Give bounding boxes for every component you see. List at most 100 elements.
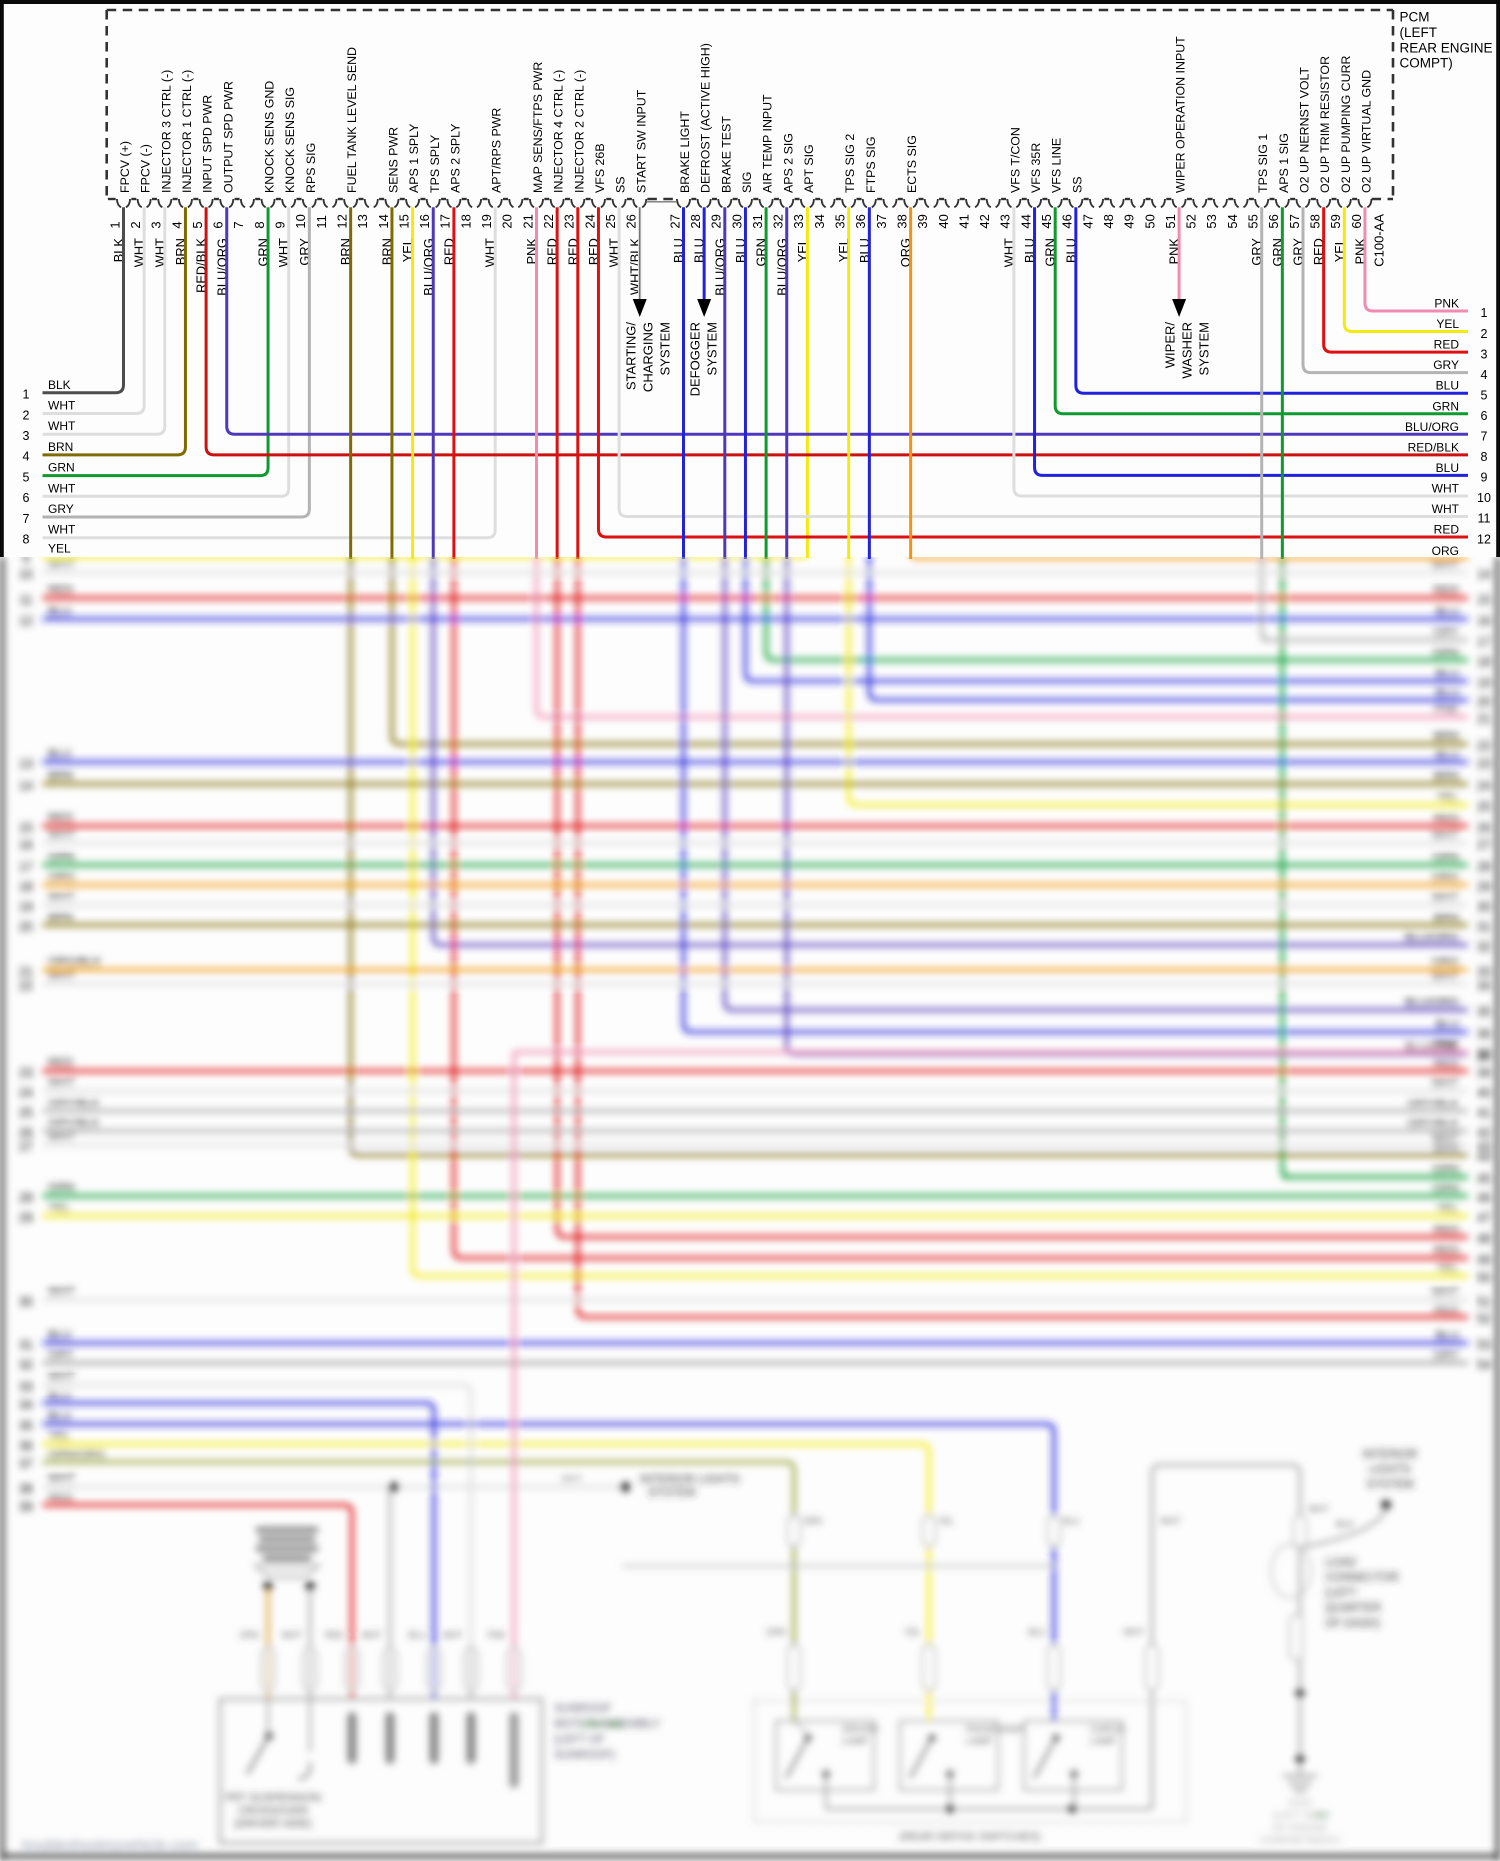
- svg-text:ORG: ORG: [1432, 871, 1459, 885]
- svg-text:12: 12: [19, 614, 33, 628]
- svg-text:15: 15: [19, 821, 33, 835]
- svg-text:AIR TEMP INPUT: AIR TEMP INPUT: [761, 94, 775, 193]
- svg-text:17: 17: [1477, 635, 1491, 649]
- svg-text:4: 4: [169, 221, 184, 228]
- svg-text:GRY: GRY: [1433, 1349, 1459, 1363]
- svg-text:BLU/ORG: BLU/ORG: [1405, 420, 1459, 434]
- svg-text:troubleshootmyvehicle.com: troubleshootmyvehicle.com: [22, 1838, 198, 1854]
- svg-text:(LEFT OF: (LEFT OF: [554, 1734, 605, 1746]
- svg-text:29: 29: [1477, 880, 1491, 894]
- svg-text:WHT: WHT: [1432, 970, 1460, 984]
- svg-text:32: 32: [19, 1358, 33, 1372]
- svg-text:32: 32: [771, 214, 786, 228]
- svg-text:SIG: SIG: [740, 172, 754, 193]
- svg-text:BRN: BRN: [1434, 911, 1459, 925]
- svg-text:53: 53: [1204, 214, 1219, 228]
- svg-text:INTERIOR: INTERIOR: [1363, 1449, 1418, 1461]
- svg-text:RED: RED: [1434, 523, 1460, 537]
- svg-text:GRY/BLK: GRY/BLK: [1407, 1117, 1459, 1131]
- svg-text:50: 50: [1477, 1271, 1491, 1285]
- svg-text:3: 3: [149, 221, 164, 228]
- svg-text:54: 54: [1477, 1358, 1491, 1372]
- svg-text:FTPS SIG: FTPS SIG: [864, 137, 878, 193]
- svg-text:20: 20: [500, 214, 515, 228]
- svg-text:KNOCK SENS GND: KNOCK SENS GND: [263, 81, 277, 193]
- svg-text:38: 38: [894, 214, 909, 228]
- svg-text:RED: RED: [1434, 1303, 1460, 1317]
- svg-text:51: 51: [1163, 214, 1178, 228]
- svg-text:5: 5: [190, 221, 205, 228]
- svg-text:33: 33: [19, 1380, 33, 1394]
- svg-text:7: 7: [23, 512, 30, 526]
- svg-text:22: 22: [1477, 739, 1491, 753]
- svg-text:37: 37: [874, 214, 889, 228]
- svg-text:WHT: WHT: [1124, 1627, 1145, 1637]
- svg-text:WHT: WHT: [48, 969, 76, 983]
- svg-text:30: 30: [19, 1295, 33, 1309]
- svg-text:33: 33: [1477, 965, 1491, 979]
- svg-text:2: 2: [1481, 327, 1488, 341]
- svg-text:SYSTEM: SYSTEM: [657, 322, 672, 375]
- svg-text:BLU: BLU: [1436, 461, 1459, 475]
- svg-text:BRN: BRN: [1434, 730, 1459, 744]
- svg-text:WHT: WHT: [282, 1630, 303, 1640]
- svg-text:45: 45: [1477, 1172, 1491, 1186]
- svg-text:35: 35: [19, 1419, 33, 1433]
- svg-text:RED: RED: [48, 1490, 74, 1504]
- svg-text:26: 26: [1477, 821, 1491, 835]
- svg-text:BLU/ORG: BLU/ORG: [1405, 996, 1459, 1010]
- svg-text:1: 1: [1481, 306, 1488, 320]
- svg-text:SENS PWR: SENS PWR: [386, 127, 400, 193]
- svg-text:6: 6: [211, 221, 226, 228]
- svg-text:GRN: GRN: [802, 1516, 822, 1526]
- svg-text:15: 15: [1477, 593, 1491, 607]
- svg-text:COMPARTMENT): COMPARTMENT): [1260, 1836, 1341, 1847]
- svg-text:PNK: PNK: [487, 1630, 506, 1640]
- svg-text:WHT: WHT: [1432, 481, 1460, 495]
- svg-text:BLK: BLK: [48, 378, 71, 392]
- svg-text:26: 26: [19, 1126, 33, 1140]
- svg-text:RED: RED: [48, 1056, 74, 1070]
- svg-text:WHT: WHT: [1160, 1516, 1181, 1526]
- svg-text:16: 16: [417, 214, 432, 228]
- svg-text:SYSTEM: SYSTEM: [1366, 1479, 1413, 1491]
- svg-text:GRN: GRN: [1432, 1182, 1459, 1196]
- svg-text:38: 38: [1477, 1050, 1491, 1064]
- svg-text:LAMP: LAMP: [1090, 1736, 1116, 1747]
- svg-text:REAR ENGINE: REAR ENGINE: [1400, 40, 1493, 55]
- svg-text:22: 22: [19, 979, 33, 993]
- svg-text:5: 5: [1481, 388, 1488, 402]
- svg-text:46: 46: [1060, 214, 1075, 228]
- svg-text:BLU: BLU: [1436, 605, 1459, 619]
- svg-text:16: 16: [1477, 614, 1491, 628]
- svg-text:G402: G402: [1288, 1798, 1313, 1809]
- svg-text:17: 17: [438, 214, 453, 228]
- svg-text:PNK: PNK: [1434, 297, 1459, 311]
- svg-text:RED: RED: [48, 583, 74, 597]
- svg-text:CHARGING: CHARGING: [640, 322, 655, 392]
- svg-text:KNOCK SENS SIG: KNOCK SENS SIG: [283, 87, 297, 193]
- svg-text:56: 56: [1266, 214, 1281, 228]
- svg-text:20: 20: [1477, 695, 1491, 709]
- svg-text:25: 25: [603, 214, 618, 228]
- svg-text:WASHER: WASHER: [1180, 322, 1195, 379]
- svg-text:GRY: GRY: [1433, 358, 1459, 372]
- svg-text:SYSTEM: SYSTEM: [705, 322, 720, 375]
- svg-text:O2 UP PUMPING CURR: O2 UP PUMPING CURR: [1339, 55, 1353, 193]
- svg-text:30: 30: [729, 214, 744, 228]
- svg-text:28: 28: [19, 1191, 33, 1205]
- svg-text:14: 14: [1477, 568, 1491, 582]
- svg-text:13: 13: [355, 214, 370, 228]
- svg-text:12: 12: [334, 214, 349, 228]
- svg-text:INJECTOR 2 CTRL (-): INJECTOR 2 CTRL (-): [572, 70, 586, 193]
- svg-text:BRAKE LIGHT: BRAKE LIGHT: [678, 111, 692, 193]
- svg-text:3: 3: [1481, 347, 1488, 361]
- svg-text:WHT: WHT: [1432, 558, 1460, 572]
- svg-text:48: 48: [1101, 214, 1116, 228]
- svg-text:14: 14: [376, 214, 391, 228]
- svg-text:WHT: WHT: [48, 399, 76, 413]
- svg-text:SUNROOF): SUNROOF): [554, 1750, 616, 1762]
- svg-text:1: 1: [107, 221, 122, 228]
- svg-text:3: 3: [23, 429, 30, 443]
- svg-text:GRY/BLK: GRY/BLK: [1407, 1097, 1459, 1111]
